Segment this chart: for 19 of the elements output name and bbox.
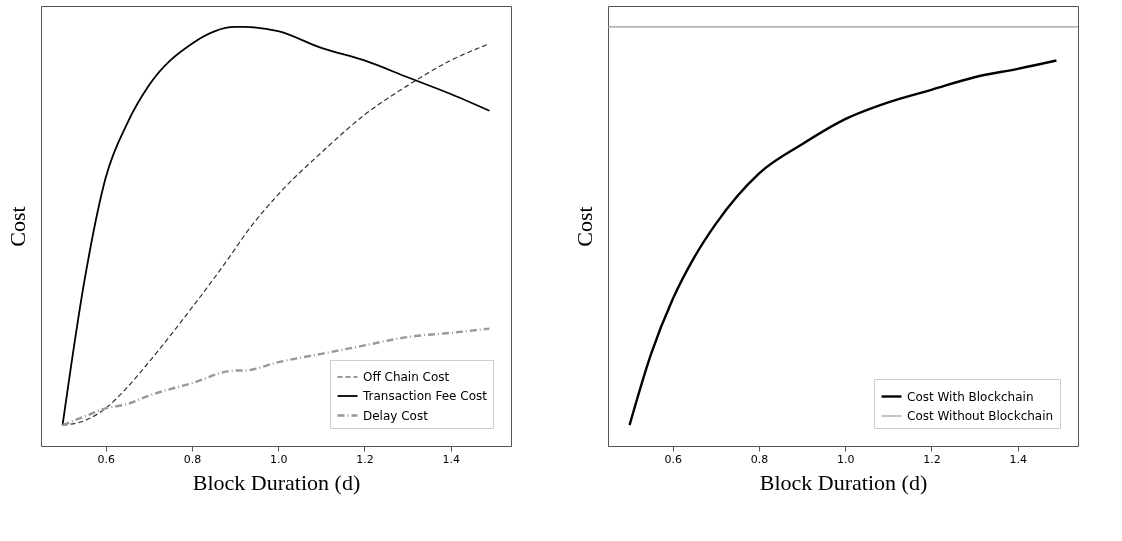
x-tick-label: 0.6 bbox=[97, 452, 115, 466]
x-tick-label: 1.2 bbox=[356, 452, 374, 466]
x-tick-label: 0.6 bbox=[664, 452, 682, 466]
x-tick-label: 1.2 bbox=[923, 452, 941, 466]
x-tick-label: 0.8 bbox=[750, 452, 769, 466]
y-axis-title: Cost bbox=[4, 206, 30, 247]
y-axis-title: Cost bbox=[571, 206, 597, 247]
x-tick-label: 1.4 bbox=[442, 452, 460, 466]
x-tick-label: 0.8 bbox=[183, 452, 202, 466]
legend-label: Cost With Blockchain bbox=[907, 389, 1034, 404]
x-tick-label: 1.0 bbox=[836, 452, 855, 466]
legend-label: Transaction Fee Cost bbox=[362, 389, 488, 403]
x-tick-label: 1.0 bbox=[269, 452, 288, 466]
x-axis-title: Block Duration (d) bbox=[192, 469, 361, 495]
x-tick-label: 1.4 bbox=[1009, 452, 1027, 466]
legend-label: Cost Without Blockchain bbox=[907, 409, 1054, 423]
x-axis-title: Block Duration (d) bbox=[759, 469, 928, 495]
legend-label: Off Chain Cost bbox=[363, 370, 450, 384]
legend-label: Delay Cost bbox=[363, 408, 429, 423]
